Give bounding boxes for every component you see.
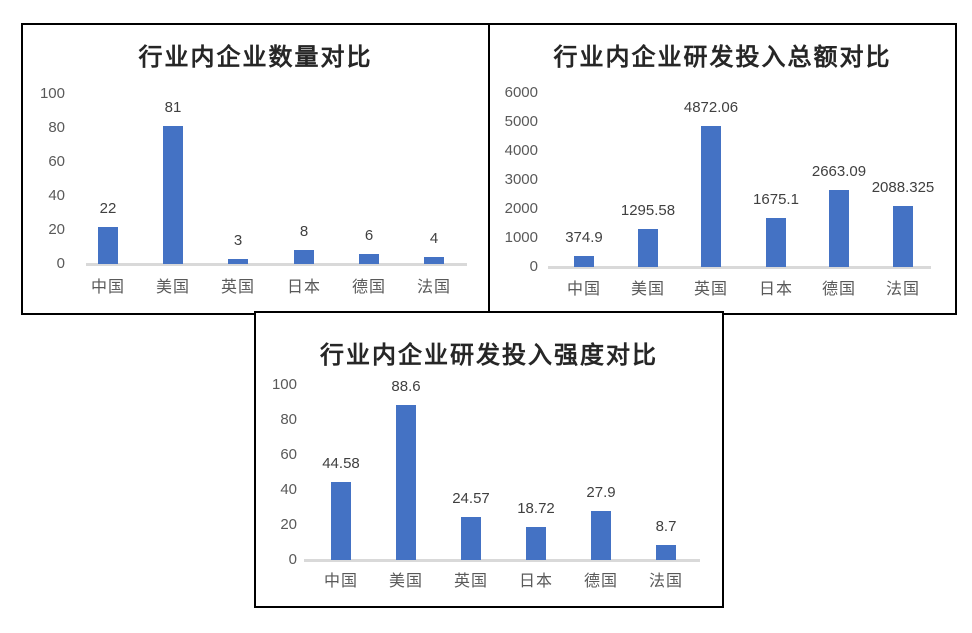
category-label: 德国: [351, 279, 386, 296]
y-tick-label: 5000: [504, 113, 538, 130]
category-label: 中国: [90, 279, 125, 296]
bar-value-label: 88.6: [391, 378, 421, 395]
category-label: 日本: [286, 279, 321, 296]
category-label: 法国: [885, 281, 920, 298]
category-label: 德国: [821, 281, 856, 298]
category-label: 英国: [220, 279, 255, 296]
category-label: 法国: [416, 279, 451, 296]
bar-value-label: 27.9: [586, 484, 616, 501]
y-tick-label: 0: [56, 255, 65, 272]
bar: [656, 545, 676, 560]
y-tick-label: 3000: [504, 171, 538, 188]
category-label: 法国: [648, 573, 683, 590]
y-tick-label: 2000: [504, 200, 538, 217]
bar-value-label: 24.57: [452, 490, 490, 507]
bar: [638, 229, 658, 267]
bar-value-label: 1295.58: [620, 202, 676, 219]
bar-value-label: 4872.06: [683, 99, 739, 116]
bar: [591, 511, 611, 560]
y-tick-label: 4000: [504, 142, 538, 159]
category-label: 日本: [758, 281, 793, 298]
x-axis-line: [304, 559, 700, 562]
bar-value-label: 44.58: [322, 455, 360, 472]
chart-enterprise-count: 行业内企业数量对比 0 20 40 60 80 100 22 中国 81 美国 3 英国 8 日本 6 德国 4…: [21, 23, 490, 315]
bar: [893, 206, 913, 267]
category-label: 美国: [155, 279, 190, 296]
bar-value-label: 81: [164, 99, 182, 116]
bar-value-label: 8.7: [655, 518, 677, 535]
category-label: 美国: [630, 281, 665, 298]
bar: [766, 218, 786, 267]
x-axis-line: [548, 266, 931, 269]
bar: [574, 256, 594, 267]
bar-value-label: 374.9: [565, 229, 603, 246]
chart-title: 行业内企业研发投入总额对比: [553, 44, 892, 71]
y-tick-label: 40: [48, 187, 65, 204]
y-tick-label: 40: [280, 481, 297, 498]
bar: [461, 517, 481, 560]
bar: [359, 254, 379, 264]
bar-value-label: 6: [364, 227, 374, 244]
y-tick-label: 0: [529, 258, 538, 275]
x-axis-line: [86, 263, 467, 266]
bar: [396, 405, 416, 560]
bar-value-label: 4: [429, 230, 439, 247]
y-tick-label: 80: [48, 119, 65, 136]
category-label: 英国: [693, 281, 728, 298]
bar-value-label: 3: [233, 232, 243, 249]
bar: [701, 126, 721, 267]
category-label: 日本: [518, 573, 553, 590]
bar-value-label: 22: [99, 200, 117, 217]
bar: [98, 227, 118, 264]
y-tick-label: 20: [48, 221, 65, 238]
category-label: 英国: [453, 573, 488, 590]
bar-value-label: 2088.325: [871, 179, 935, 196]
y-tick-label: 100: [271, 376, 297, 393]
category-label: 中国: [323, 573, 358, 590]
bar: [526, 527, 546, 560]
bar-value-label: 1675.1: [753, 191, 799, 208]
chart-rd-investment-total: 行业内企业研发投入总额对比 0 1000 2000 3000 4000 5000 6000 3…: [488, 23, 957, 315]
bar-value-label: 2663.09: [811, 163, 867, 180]
y-tick-label: 1000: [504, 229, 538, 246]
y-tick-label: 0: [288, 551, 297, 568]
category-label: 美国: [388, 573, 423, 590]
y-tick-label: 100: [39, 85, 65, 102]
y-tick-label: 80: [280, 411, 297, 428]
category-label: 中国: [566, 281, 601, 298]
bar: [163, 126, 183, 264]
chart-title: 行业内企业数量对比: [138, 44, 373, 71]
bar: [331, 482, 351, 560]
category-label: 德国: [583, 573, 618, 590]
chart-rd-investment-intensity: 行业内企业研发投入强度对比 0 20 40 60 80 100 44.58 中国 88.6 美国 2…: [254, 311, 724, 608]
bar-value-label: 8: [299, 223, 309, 240]
bar: [228, 259, 248, 264]
bar: [294, 250, 314, 264]
bar: [424, 257, 444, 264]
bar: [829, 190, 849, 267]
chart-title: 行业内企业研发投入强度对比: [320, 342, 658, 369]
y-tick-label: 6000: [504, 84, 538, 101]
y-tick-label: 60: [48, 153, 65, 170]
bar-value-label: 18.72: [517, 500, 555, 517]
y-tick-label: 20: [280, 516, 297, 533]
y-tick-label: 60: [280, 446, 297, 463]
